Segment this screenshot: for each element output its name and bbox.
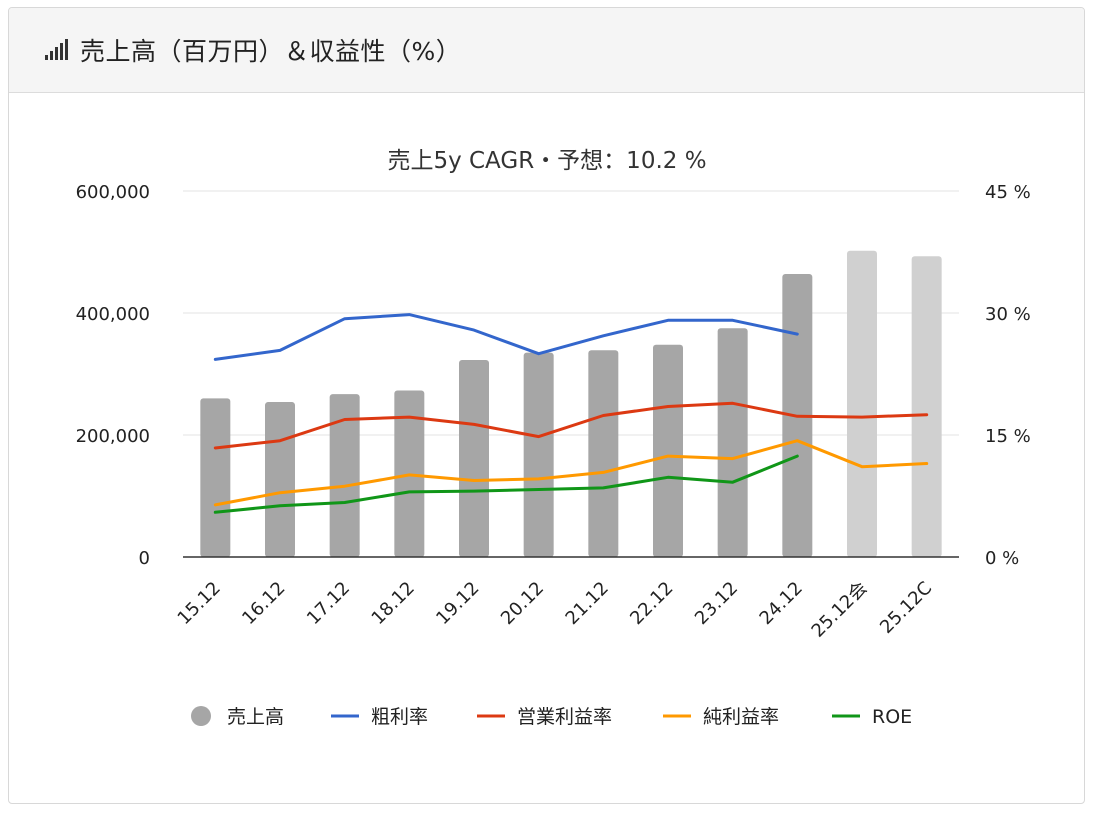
bar-20.12 — [523, 352, 554, 557]
bar-16.12 — [265, 402, 295, 557]
legend-label: 売上高 — [227, 706, 284, 728]
line-series-粗利率 — [213, 313, 799, 361]
bar-15.12 — [200, 398, 231, 557]
x-tick-label: 22.12 — [626, 578, 677, 629]
bar-21.12 — [588, 350, 619, 557]
x-tick-label: 15.12 — [174, 578, 225, 629]
bar-25.12C — [911, 256, 942, 557]
x-tick-label: 18.12 — [368, 578, 419, 629]
y-right-tick-label: 15 % — [985, 426, 1031, 447]
signal-bars-icon — [45, 39, 68, 60]
x-tick-label: 23.12 — [691, 578, 742, 629]
x-tick-label: 19.12 — [432, 578, 483, 629]
bar-22.12 — [653, 344, 683, 557]
bar-17.12 — [329, 394, 360, 557]
line-series-ROE — [213, 454, 799, 514]
x-tick-label: 25.12会 — [808, 578, 872, 642]
y-left-tick-label: 600,000 — [76, 182, 150, 203]
legend-label: 営業利益率 — [517, 706, 612, 728]
y-left-tick-label: 200,000 — [76, 426, 150, 447]
x-tick-label: 21.12 — [562, 578, 613, 629]
chart-title: 売上5y CAGR・予想：10.2 % — [387, 148, 706, 174]
line-series-営業利益率 — [213, 401, 929, 450]
x-tick-label: 25.12C — [876, 578, 936, 638]
x-tick-label: 20.12 — [497, 578, 548, 629]
panel-header: 売上高（百万円）＆収益性（%） — [9, 8, 1084, 93]
x-tick-label: 16.12 — [238, 578, 289, 629]
bar-23.12 — [717, 328, 748, 557]
y-right-tick-label: 30 % — [985, 304, 1031, 325]
legend-swatch-bar — [191, 706, 211, 726]
y-left-tick-label: 0 — [139, 548, 150, 569]
legend-label: 粗利率 — [371, 706, 428, 728]
bar-19.12 — [459, 359, 489, 557]
chart-area: 売上5y CAGR・予想：10.2 % 0 200,000 400,000 600,00… — [9, 94, 1084, 803]
chart-panel: 売上高（百万円）＆収益性（%） 売上5y CAGR・予想：10.2 % 0 200,… — [8, 7, 1085, 804]
legend-label: 純利益率 — [703, 706, 779, 728]
panel-title: 売上高（百万円）＆収益性（%） — [80, 37, 462, 66]
y-left-tick-label: 400,000 — [76, 304, 150, 325]
legend-label: ROE — [872, 706, 912, 728]
y-right-tick-label: 45 % — [985, 182, 1031, 203]
x-tick-label: 17.12 — [303, 578, 354, 629]
bar-25.12会 — [847, 250, 877, 557]
line-series-純利益率 — [213, 439, 929, 507]
combo-chart: 売上5y CAGR・予想：10.2 % 0 200,000 400,000 600,00… — [76, 148, 1031, 728]
x-tick-label: 24.12 — [756, 578, 807, 629]
y-right-tick-label: 0 % — [985, 548, 1019, 569]
